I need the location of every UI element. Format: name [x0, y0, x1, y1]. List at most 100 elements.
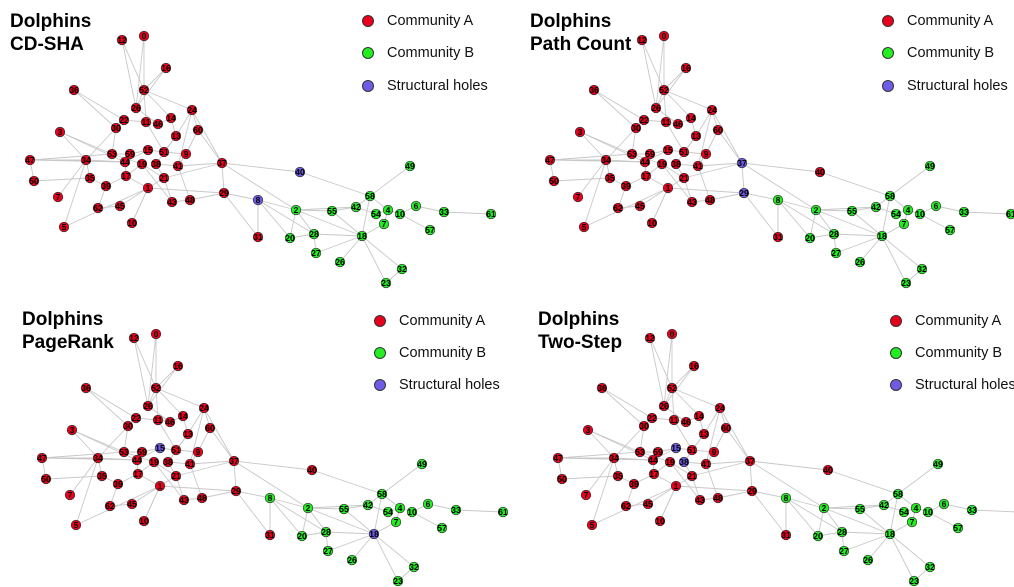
graph-edge: [697, 165, 711, 201]
node-marker: [586, 519, 598, 531]
node-label: 8: [776, 195, 781, 205]
graph-edge: [659, 485, 677, 522]
graph-node-45: 45: [114, 200, 126, 212]
graph-node-28: 28: [836, 526, 848, 538]
node-label: 49: [925, 161, 935, 171]
graph-node-8: 8: [252, 194, 264, 206]
node-marker: [58, 221, 70, 233]
graph-edge: [143, 89, 147, 123]
graph-node-35: 35: [612, 470, 624, 482]
node-marker: [404, 160, 416, 172]
node-label: 4: [386, 205, 391, 215]
graph-edge: [663, 89, 692, 119]
graph-node-36: 36: [80, 382, 92, 394]
node-label: 36: [597, 383, 607, 393]
graph-edge: [69, 457, 99, 496]
graph-edge: [561, 475, 619, 480]
node-label: 14: [178, 411, 188, 421]
graph-edge: [155, 387, 159, 421]
node-marker: [376, 488, 388, 500]
graph-node-39: 39: [100, 180, 112, 192]
graph-node-7b: 7: [390, 516, 402, 528]
graph-edge: [655, 67, 687, 109]
node-label: 57: [945, 225, 955, 235]
graph-node-4: 4: [382, 204, 394, 216]
node-label: 31: [253, 232, 263, 242]
graph-node-39: 39: [112, 478, 124, 490]
node-marker: [738, 187, 750, 199]
node-marker: [410, 200, 422, 212]
node-marker: [744, 455, 756, 467]
node-label: 35: [605, 173, 615, 183]
graph-edge: [751, 490, 787, 499]
graph-edge: [613, 457, 654, 461]
node-label: 52: [151, 383, 161, 393]
node-marker: [142, 144, 154, 156]
node-marker: [670, 442, 682, 454]
edges-group: [29, 35, 492, 284]
graph-node-62: 62: [104, 500, 116, 512]
graph-edge: [661, 163, 693, 203]
purple-dot-icon: [362, 80, 374, 92]
graph-node-1: 1: [154, 480, 166, 492]
node-label: 46: [681, 417, 691, 427]
graph-edge: [257, 199, 315, 235]
graph-edge: [221, 162, 301, 173]
node-marker: [639, 156, 651, 168]
node-marker: [320, 526, 332, 538]
node-marker: [706, 104, 718, 116]
graph-node-49: 49: [924, 160, 936, 172]
node-marker: [914, 208, 926, 220]
graph-node-0: 0: [666, 328, 678, 340]
node-label: 14: [694, 411, 704, 421]
node-label: 53: [107, 149, 117, 159]
graph-edge: [719, 407, 751, 462]
node-label: 7: [56, 192, 61, 202]
node-marker: [642, 498, 654, 510]
node-label: 34: [609, 453, 619, 463]
node-marker: [604, 172, 616, 184]
graph-edge: [361, 195, 371, 237]
node-label: 62: [93, 203, 103, 213]
graph-node-15: 15: [662, 144, 674, 156]
node-label: 29: [231, 486, 241, 496]
node-label: 35: [613, 471, 623, 481]
graph-node-24: 24: [198, 402, 210, 414]
graph-edge: [143, 67, 167, 91]
node-label: 18: [877, 231, 887, 241]
graph-node-4: 4: [902, 204, 914, 216]
node-marker: [924, 160, 936, 172]
node-marker: [96, 470, 108, 482]
node-label: 62: [105, 501, 115, 511]
node-marker: [294, 166, 306, 178]
graph-node-26: 26: [650, 102, 662, 114]
node-marker: [646, 412, 658, 424]
graph-node-52: 52: [150, 382, 162, 394]
graph-node-0: 0: [658, 30, 670, 42]
node-marker: [28, 175, 40, 187]
graph-node-8: 8: [772, 194, 784, 206]
graph-edge: [663, 365, 695, 407]
node-label: 24: [187, 105, 197, 115]
graph-node-33: 33: [450, 504, 462, 516]
node-label: 30: [631, 123, 641, 133]
graph-edge: [927, 511, 959, 529]
purple-dot-icon: [374, 379, 386, 391]
node-marker: [608, 452, 620, 464]
graph-edge: [159, 485, 237, 492]
node-label: 54: [371, 209, 381, 219]
node-label: 21: [679, 173, 689, 183]
graph-node-31: 31: [780, 529, 792, 541]
node-label: 11: [142, 117, 151, 127]
node-marker: [308, 228, 320, 240]
node-label: 38: [671, 159, 681, 169]
node-label: 6: [934, 201, 939, 211]
graph-node-6: 6: [422, 498, 434, 510]
node-marker: [658, 84, 670, 96]
graph-node-48: 48: [184, 194, 196, 206]
node-marker: [150, 382, 162, 394]
graph-node-46: 46: [672, 118, 684, 130]
graph-edge: [815, 209, 853, 212]
node-marker: [916, 263, 928, 275]
graph-edge: [697, 109, 713, 167]
